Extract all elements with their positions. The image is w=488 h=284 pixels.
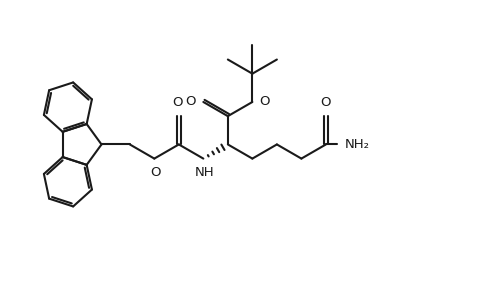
Text: O: O: [173, 96, 183, 109]
Text: NH: NH: [195, 166, 214, 179]
Text: NH₂: NH₂: [345, 138, 369, 151]
Text: O: O: [260, 95, 270, 108]
Text: O: O: [150, 166, 161, 179]
Text: O: O: [321, 96, 331, 109]
Text: O: O: [185, 95, 196, 108]
